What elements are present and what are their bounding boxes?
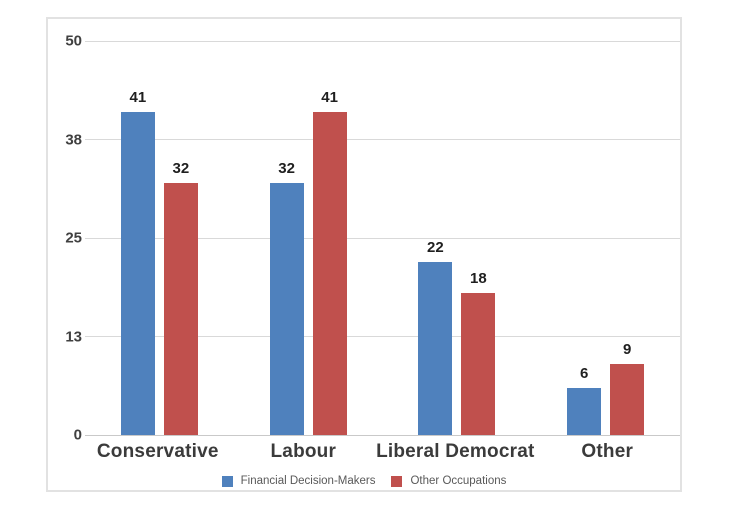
legend-item-financial-decision-makers[interactable]: Financial Decision-Makers [221,475,376,488]
legend-label: Other Occupations [410,475,507,487]
bar-labour-other-occupations[interactable] [312,111,347,435]
plot-area: 41 32 22 6 32 41 18 9 [85,40,680,436]
x-axis-label-conservative: Conservative [96,441,219,462]
x-axis-labels: Conservative Labour Liberal Democrat Other [85,441,680,463]
y-axis-label-25: 25 [65,229,82,247]
bar-conservative-other-occupations[interactable] [163,182,198,435]
bar-value-label-liberal-democrat-financial-decision-makers: 22 [427,238,444,256]
y-axis-label-50: 50 [65,32,82,50]
legend-swatch-icon [221,476,233,488]
gridline-13 [85,336,680,337]
x-axis-label-labour: Labour [270,441,337,462]
bar-liberal-democrat-financial-decision-makers[interactable] [418,261,453,435]
gridline-0 [85,434,680,436]
bar-other-other-occupations[interactable] [610,364,645,435]
x-axis-label-liberal-democrat: Liberal Democrat [376,441,535,462]
bar-value-label-other-financial-decision-makers: 6 [579,364,589,382]
bar-value-label-conservative-financial-decision-makers: 41 [129,88,147,106]
bar-labour-financial-decision-makers[interactable] [269,182,304,435]
gridline-50 [85,40,680,42]
gridline-38 [85,139,680,140]
bar-conservative-financial-decision-makers[interactable] [120,111,155,435]
y-axis: 0 13 25 38 50 [46,34,82,443]
legend-label: Financial Decision-Makers [240,475,376,487]
legend-item-other-occupations[interactable]: Other Occupations [391,475,507,488]
chart-frame: 0 13 25 38 50 41 32 22 6 32 41 18 9 Conservative Lab… [46,17,682,492]
y-axis-label-13: 13 [65,328,82,345]
bar-liberal-democrat-other-occupations[interactable] [461,293,496,435]
bar-value-label-conservative-other-occupations: 32 [172,159,190,177]
bar-other-financial-decision-makers[interactable] [567,387,602,435]
legend-swatch-icon [391,476,403,488]
gridline-25 [85,237,680,239]
x-axis-label-other: Other [581,441,634,462]
y-axis-label-0: 0 [73,426,82,444]
bar-value-label-liberal-democrat-other-occupations: 18 [470,270,487,288]
y-axis-label-38: 38 [65,131,82,148]
legend: Financial Decision-Makers Other Occupatio… [46,475,682,488]
bar-value-label-labour-financial-decision-makers: 32 [278,159,295,177]
bar-value-label-other-other-occupations: 9 [622,341,632,359]
bar-value-label-labour-other-occupations: 41 [321,88,338,106]
